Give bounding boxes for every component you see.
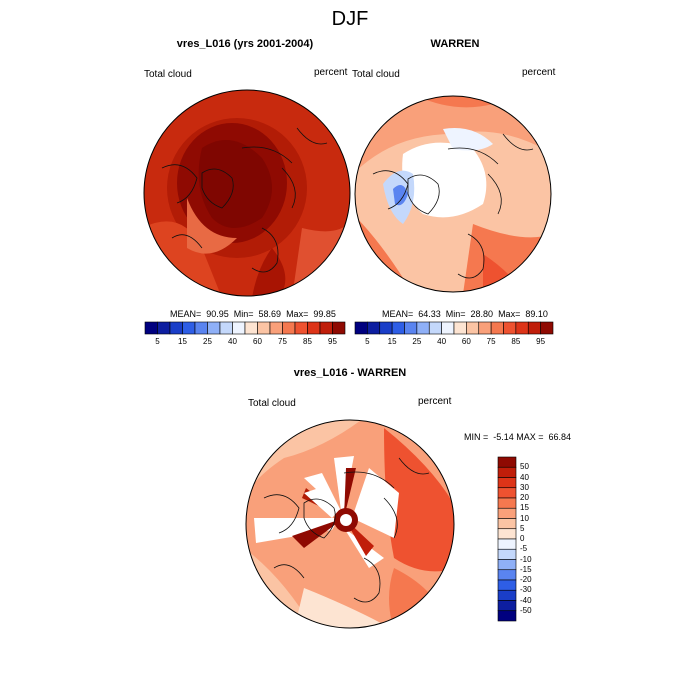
colorbar-swatch: [294, 321, 308, 335]
colorbar-tick-label: 25: [203, 337, 212, 346]
colorbar-swatch: [453, 321, 467, 335]
colorbar-swatch: [307, 321, 321, 335]
colorbar-swatch: [497, 487, 517, 499]
colorbar-swatch: [332, 321, 346, 335]
colorbar-swatch: [219, 321, 233, 335]
panel-1-variable-label: Total cloud: [144, 69, 192, 80]
colorbar-tick-label: -5: [520, 544, 528, 554]
panel-3-units-label: percent: [418, 396, 452, 407]
colorbar-tick-label: 10: [520, 513, 529, 523]
colorbar-tick-label: 75: [278, 337, 287, 346]
panel-1-units-label: percent: [314, 67, 348, 78]
colorbar-swatch: [497, 497, 517, 509]
colorbar-swatch: [182, 321, 196, 335]
colorbar-swatch: [319, 321, 333, 335]
panel-1-title: vres_L016 (yrs 2001-2004): [176, 38, 314, 50]
colorbar-tick-label: 40: [228, 337, 237, 346]
colorbar-tick-label: 60: [253, 337, 262, 346]
colorbar-tick-label: 40: [520, 472, 529, 482]
colorbar-swatch: [497, 477, 517, 489]
colorbar-swatch: [194, 321, 208, 335]
colorbar-tick-label: 50: [520, 462, 529, 472]
colorbar-swatch: [157, 321, 171, 335]
colorbar-swatch: [527, 321, 541, 335]
panel-2-colorbar: [354, 321, 554, 335]
colorbar-tick-label: 95: [536, 337, 546, 346]
colorbar-swatch: [497, 589, 517, 601]
colorbar-tick-label: 5: [520, 523, 525, 533]
colorbar-tick-label: 40: [437, 337, 447, 346]
colorbar-swatch: [404, 321, 418, 335]
figure-title: DJF: [331, 8, 369, 30]
colorbar-tick-label: -20: [520, 575, 532, 584]
colorbar-tick-label: -50: [520, 605, 532, 615]
colorbar-swatch: [497, 600, 517, 612]
panel-1-polar-map: [143, 89, 351, 297]
colorbar-tick-label: 85: [511, 337, 521, 346]
panel-2-polar-map: [354, 95, 552, 293]
colorbar-swatch: [207, 321, 221, 335]
colorbar-tick-label: 75: [486, 337, 496, 346]
panel-2-title: WARREN: [430, 38, 480, 50]
colorbar-swatch: [269, 321, 283, 335]
colorbar-swatch: [257, 321, 271, 335]
colorbar-tick-label: 0: [520, 534, 525, 543]
colorbar-tick-label: 15: [178, 337, 187, 346]
panel-2-stats: MEAN= 64.33 Min= 28.80 Max= 89.10: [382, 309, 548, 319]
colorbar-swatch: [497, 610, 517, 622]
colorbar-tick-label: -30: [520, 585, 532, 595]
colorbar-swatch: [490, 321, 504, 335]
colorbar-tick-label: 5: [155, 337, 160, 346]
colorbar-swatch: [428, 321, 442, 335]
colorbar-swatch: [367, 321, 381, 335]
colorbar-swatch: [497, 579, 517, 591]
colorbar-swatch: [244, 321, 258, 335]
colorbar-swatch: [144, 321, 158, 335]
panel-3-title: vres_L016 - WARREN: [293, 367, 407, 379]
colorbar-swatch: [416, 321, 430, 335]
colorbar-swatch: [282, 321, 296, 335]
colorbar-swatch: [391, 321, 405, 335]
colorbar-swatch: [497, 456, 517, 468]
colorbar-swatch: [379, 321, 393, 335]
colorbar-swatch: [441, 321, 455, 335]
colorbar-tick-label: 15: [520, 503, 529, 513]
panel-3-stats: MIN = -5.14 MAX = 66.84: [464, 432, 572, 442]
colorbar-swatch: [497, 528, 517, 540]
colorbar-swatch: [497, 507, 517, 519]
panel-3-polar-map: [245, 419, 455, 629]
panel-1-stats: MEAN= 90.95 Min= 58.69 Max= 99.85: [170, 309, 336, 319]
colorbar-tick-label: -15: [520, 564, 532, 574]
colorbar-swatch: [354, 321, 368, 335]
colorbar-tick-label: 25: [412, 337, 422, 346]
panel-3-colorbar: [497, 456, 517, 622]
colorbar-swatch: [497, 466, 517, 478]
colorbar-swatch: [497, 559, 517, 571]
colorbar-tick-label: -40: [520, 595, 532, 605]
colorbar-tick-label: 30: [520, 482, 529, 492]
colorbar-swatch: [497, 518, 517, 530]
colorbar-tick-label: -10: [520, 554, 532, 564]
panel-2-variable-label: Total cloud: [352, 69, 400, 80]
colorbar-tick-label: 5: [365, 337, 370, 346]
colorbar-swatch: [478, 321, 492, 335]
colorbar-swatch: [503, 321, 517, 335]
colorbar-tick-label: 15: [387, 337, 397, 346]
colorbar-tick-label: 95: [328, 337, 337, 346]
panel-1-colorbar: [144, 321, 346, 335]
colorbar-swatch: [232, 321, 246, 335]
colorbar-tick-label: 20: [520, 493, 529, 502]
colorbar-swatch: [540, 321, 554, 335]
panel-2-units-label: percent: [522, 67, 556, 78]
colorbar-swatch: [497, 538, 517, 550]
colorbar-swatch: [515, 321, 529, 335]
colorbar-swatch: [497, 569, 517, 581]
panel-3-variable-label: Total cloud: [248, 398, 296, 409]
colorbar-swatch: [466, 321, 480, 335]
colorbar-swatch: [497, 548, 517, 560]
colorbar-tick-label: 85: [303, 337, 312, 346]
colorbar-swatch: [169, 321, 183, 335]
colorbar-tick-label: 60: [461, 337, 471, 346]
